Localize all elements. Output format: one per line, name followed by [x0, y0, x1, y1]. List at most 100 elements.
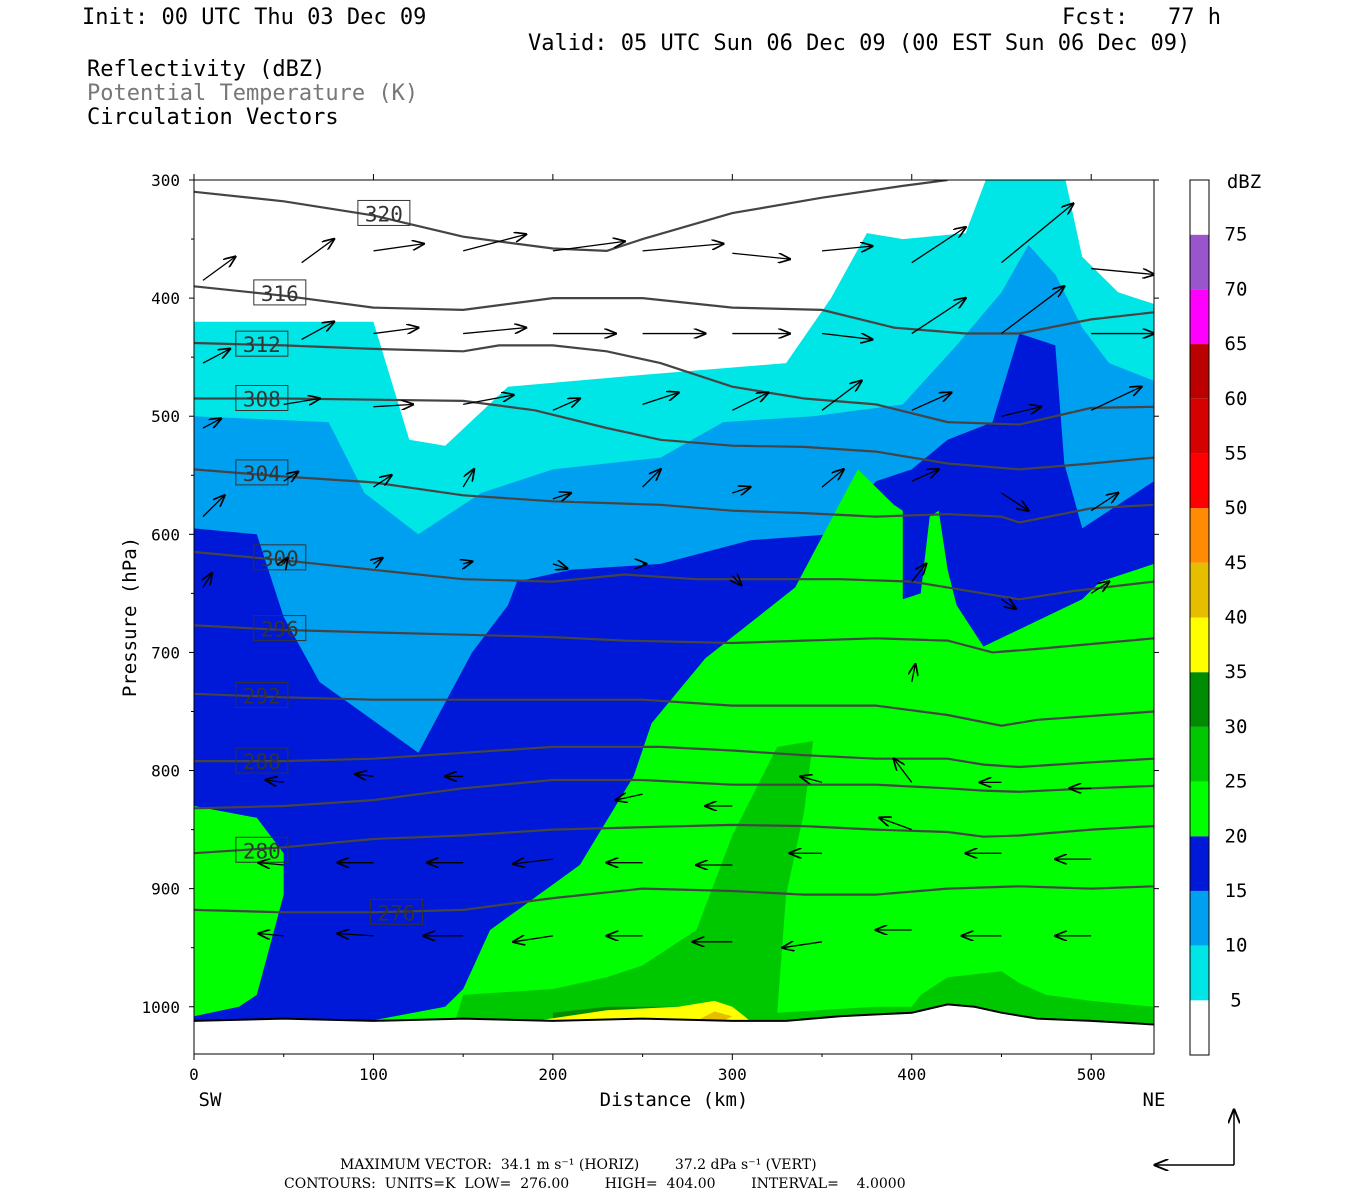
- circulation-vector: [552, 399, 580, 411]
- theta-contour-280: [194, 823, 1154, 855]
- circulation-vector: [821, 469, 844, 488]
- contour-note: CONTOURS: UNITS=K LOW= 276.00 HIGH= 404.…: [284, 1176, 906, 1192]
- colorbar-swatch: [1190, 945, 1209, 1001]
- circulation-vector: [202, 349, 230, 364]
- theta-label-276: 276: [377, 901, 415, 925]
- forecast-hour: Fcst: 77 h: [1062, 5, 1221, 30]
- circulation-vector: [821, 332, 872, 340]
- circulation-vector: [463, 561, 472, 563]
- max-vector-note: MAXIMUM VECTOR: 34.1 m s⁻¹ (HORIZ) 37.2 …: [340, 1157, 817, 1173]
- theta-contour-276: [194, 885, 1154, 914]
- circulation-vector: [1091, 267, 1154, 275]
- theta-contour-316: [194, 285, 1154, 335]
- colorbar-label: 75: [1225, 224, 1248, 246]
- x-tick-label: 400: [897, 1065, 926, 1084]
- colorbar-swatch: [1190, 836, 1209, 891]
- circulation-vector: [821, 246, 872, 251]
- circulation-vector: [1090, 582, 1109, 594]
- y-tick-label: 600: [151, 525, 180, 544]
- x-end-label-sw: SW: [199, 1089, 222, 1111]
- circulation-vector: [879, 818, 912, 831]
- theta-label-280: 280: [243, 839, 281, 863]
- circulation-vector: [1001, 204, 1073, 264]
- y-tick-label: 900: [151, 880, 180, 899]
- colorbar-swatch: [1190, 781, 1209, 837]
- circulation-vector: [732, 393, 768, 411]
- circulation-vector: [266, 780, 284, 782]
- circulation-vector: [552, 564, 567, 569]
- circulation-vector: [373, 328, 418, 334]
- colorbar-label: 60: [1225, 388, 1248, 410]
- colorbar-frame: [1189, 179, 1210, 1056]
- y-tick-label: 800: [151, 762, 180, 781]
- field-circulation-vectors: Circulation Vectors: [87, 105, 339, 130]
- theta-contour-284: [194, 778, 1154, 810]
- circulation-vector: [911, 393, 951, 411]
- theta-contour-308: [194, 397, 1154, 471]
- theta-label-box-296: [253, 615, 307, 642]
- x-tick-label: 500: [1077, 1065, 1106, 1084]
- colorbar-label: 25: [1225, 771, 1248, 793]
- theta-label-316: 316: [261, 282, 299, 306]
- circulation-vector: [259, 934, 284, 936]
- y-tick-label: 500: [151, 407, 180, 426]
- x-tick-label: 100: [359, 1065, 388, 1084]
- circulation-vector: [642, 244, 724, 252]
- circulation-vector: [732, 487, 750, 493]
- field-reflectivity: Reflectivity (dBZ): [87, 57, 326, 82]
- reflectivity-region-40dbz: [696, 1011, 733, 1021]
- circulation-vector: [338, 934, 374, 936]
- x-tick-label: 0: [189, 1065, 199, 1084]
- circulation-vector: [911, 227, 966, 264]
- circulation-vector: [894, 759, 913, 783]
- colorbar-label: 45: [1225, 552, 1248, 574]
- reflectivity-region-20dbz: [194, 469, 1154, 1054]
- theta-label-box-288: [235, 747, 289, 774]
- theta-label-320: 320: [365, 202, 403, 226]
- theta-label-308: 308: [243, 388, 281, 412]
- circulation-vector: [552, 241, 625, 252]
- circulation-vector: [911, 469, 939, 482]
- colorbar-swatch: [1190, 672, 1209, 727]
- circulation-vector: [284, 558, 288, 564]
- theta-label-box-316: [253, 279, 307, 306]
- circulation-vector: [911, 298, 966, 335]
- circulation-vector: [1090, 493, 1118, 512]
- reflectivity-fill-group: [194, 180, 1154, 1054]
- colorbar-swatch: [1190, 617, 1209, 673]
- circulation-vector: [821, 381, 861, 411]
- colorbar-label: 70: [1225, 278, 1248, 300]
- circulation-vector: [202, 257, 235, 281]
- reflectivity-region-35dbz: [534, 1000, 751, 1021]
- circulation-vector: [911, 564, 926, 582]
- colorbar-swatch: [1190, 562, 1209, 618]
- colorbar-swatch: [1190, 890, 1209, 946]
- theta-label-292: 292: [243, 685, 281, 709]
- colorbar-swatch: [1190, 398, 1209, 454]
- surface-line: [193, 1003, 1155, 1026]
- theta-contour-312: [194, 341, 1154, 426]
- reflectivity-region-25dbz: [445, 741, 1154, 1054]
- circulation-vector: [1001, 492, 1028, 511]
- theta-label-300: 300: [261, 547, 299, 571]
- circulation-vector: [513, 859, 553, 864]
- theta-label-box-308: [235, 385, 289, 411]
- circulation-vector: [801, 776, 823, 782]
- colorbar-label: 40: [1225, 607, 1248, 629]
- circulation-vector: [616, 794, 643, 800]
- colorbar-swatch: [1190, 1000, 1209, 1055]
- circulation-vector: [783, 942, 823, 948]
- circulation-vector: [463, 395, 513, 406]
- y-tick-label: 300: [151, 171, 180, 190]
- x-end-label-ne: NE: [1143, 1089, 1166, 1111]
- theta-label-box-292: [235, 682, 289, 709]
- circulation-vector: [1001, 286, 1064, 335]
- colorbar-label: 30: [1225, 716, 1248, 738]
- circulation-vector: [373, 404, 412, 406]
- circulation-vector: [732, 576, 741, 585]
- y-axis-label: Pressure (hPa): [119, 537, 141, 697]
- theta-label-box-312: [235, 330, 289, 357]
- circulation-vector: [1001, 407, 1040, 417]
- circulation-vector: [202, 419, 221, 428]
- theta-contour-320: [194, 180, 948, 253]
